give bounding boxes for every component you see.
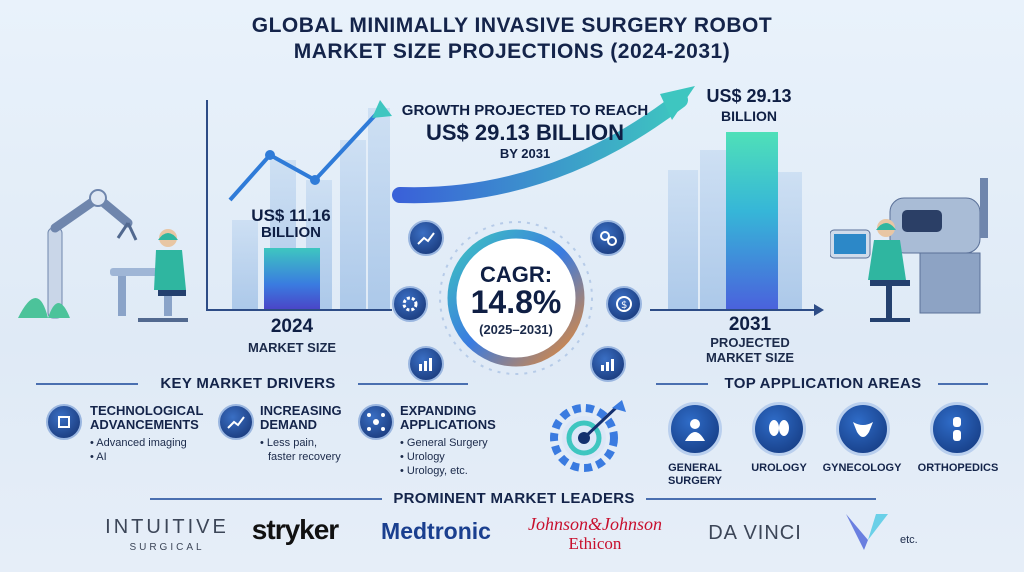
driver-3-bullet-2: • Urology	[400, 451, 445, 463]
right-axis-arrow	[814, 304, 824, 316]
cagr-ring	[439, 221, 593, 375]
driver-1-bullet-1: • Advanced imaging	[90, 437, 187, 449]
left-year: 2024	[270, 316, 314, 337]
driver-2-title-2: DEMAND	[260, 417, 318, 432]
left-chart-y-axis	[206, 100, 208, 310]
app-1-line-1: GENERAL	[668, 462, 722, 474]
growth-chart-icon	[408, 220, 444, 256]
growth-line-3: BY 2031	[499, 146, 551, 161]
left-bg-bar-5	[368, 108, 390, 309]
right-bg-bar-1	[668, 170, 698, 309]
left-value-amount: US$ 11.16	[251, 206, 331, 225]
left-chart-x-axis	[206, 309, 392, 311]
gears-icon	[590, 220, 626, 256]
cagr-range: (2025–2031)	[479, 322, 553, 337]
applications-line-right	[938, 383, 988, 385]
applications-line-left	[656, 383, 708, 385]
stryker-logo: stryker	[251, 514, 339, 545]
doctor-icon	[668, 402, 722, 456]
left-trend-line	[228, 100, 392, 202]
jnj-logo: Johnson&Johnson	[528, 514, 662, 534]
page-title-line-1: GLOBAL MINIMALLY INVASIVE SURGERY ROBOT	[251, 14, 773, 37]
applications-heading: TOP APPLICATION AREAS	[724, 375, 922, 392]
app-1-line-2: SURGERY	[668, 475, 722, 487]
driver-2-title-1: INCREASING	[260, 403, 342, 418]
growth-arrow	[392, 86, 695, 204]
page-title-line-2: MARKET SIZE PROJECTIONS (2024-2031)	[293, 40, 731, 63]
drivers-line-left	[36, 383, 138, 385]
intuitive-logo-text: INTUITIVE	[105, 516, 229, 538]
right-bg-bar-3	[778, 172, 802, 309]
stylized-v-logo	[846, 514, 888, 550]
knee-joint-icon	[930, 402, 984, 456]
medtronic-logo: Medtronic	[381, 518, 491, 544]
driver-2-bullet-1: • Less pain,	[260, 437, 318, 449]
left-bg-bar-4	[340, 140, 366, 309]
robot-console-right-illustration	[830, 178, 988, 322]
left-bg-bar-1	[232, 220, 258, 309]
right-caption-1: PROJECTED	[710, 335, 790, 350]
growth-line-1: GROWTH PROJECTED TO REACH	[401, 102, 649, 119]
growth-bars-icon	[590, 346, 626, 382]
driver-3-bullet-3: • Urology, etc.	[400, 465, 468, 477]
driver-1-bullet-2: • AI	[90, 451, 107, 463]
bar-2024	[264, 248, 320, 309]
driver-2-bullet-2: faster recovery	[268, 451, 341, 463]
driver-3-bullet-1: • General Surgery	[400, 437, 488, 449]
etc-label: etc.	[900, 534, 918, 546]
drivers-heading: KEY MARKET DRIVERS	[160, 375, 336, 392]
ethicon-logo: Ethicon	[568, 534, 622, 553]
leaders-line-right	[646, 498, 876, 500]
leaders-heading: PROMINENT MARKET LEADERS	[393, 490, 635, 507]
cagr-value: 14.8%	[470, 284, 562, 320]
app-3-line-1: GYNECOLOGY	[822, 462, 902, 474]
network-icon	[358, 404, 394, 440]
bar-2031	[726, 132, 778, 309]
cagr-label: CAGR:	[479, 262, 553, 287]
da-vinci-logo: DA VINCI	[708, 522, 802, 544]
app-4-line-1: ORTHOPEDICS	[917, 462, 999, 474]
money-icon: $	[606, 286, 642, 322]
right-value-amount: US$ 29.13	[706, 86, 792, 106]
target-gear-icon	[550, 400, 626, 472]
app-2-line-1: UROLOGY	[751, 462, 807, 474]
right-chart-x-axis	[650, 309, 820, 311]
robot-surgeon-left-illustration	[18, 189, 188, 322]
right-caption-2: MARKET SIZE	[705, 350, 795, 365]
kidney-icon	[752, 402, 806, 456]
right-year: 2031	[728, 314, 772, 335]
driver-3-title-1: EXPANDING	[400, 403, 477, 418]
chip-icon	[46, 404, 82, 440]
bar-chart-icon	[408, 346, 444, 382]
driver-3-title-2: APPLICATIONS	[400, 417, 496, 432]
driver-1-title-1: TECHNOLOGICAL	[90, 403, 204, 418]
right-bg-bar-2	[700, 150, 728, 309]
left-value-unit: BILLION	[261, 224, 321, 241]
drivers-line-right	[358, 383, 468, 385]
right-value-unit: BILLION	[721, 108, 777, 124]
gear-icon	[392, 286, 428, 322]
uterus-icon	[836, 402, 890, 456]
leaders-line-left	[150, 498, 382, 500]
intuitive-logo-subtext: SURGICAL	[129, 542, 205, 553]
driver-1-title-2: ADVANCEMENTS	[90, 417, 199, 432]
demand-chart-icon	[218, 404, 254, 440]
left-caption: MARKET SIZE	[247, 340, 337, 355]
svg-text:$: $	[621, 300, 627, 311]
growth-line-2: US$ 29.13 BILLION	[425, 120, 625, 145]
